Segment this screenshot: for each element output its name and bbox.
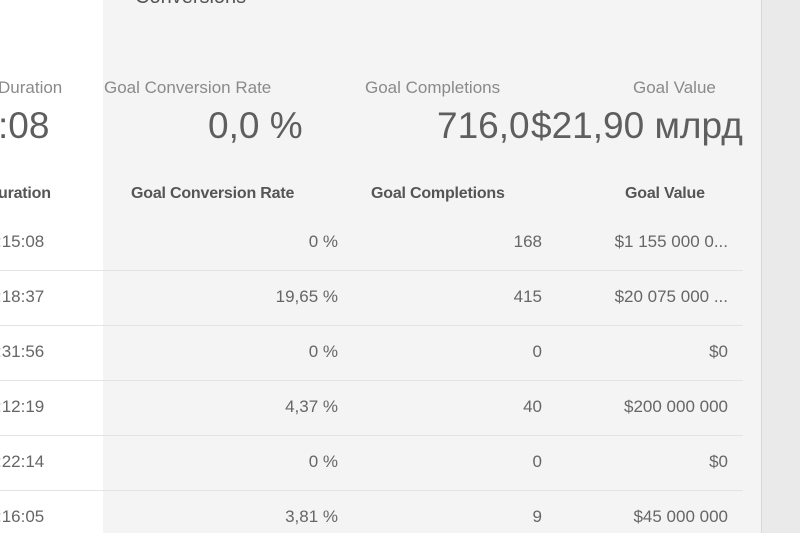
- summary-label-goal-value: Goal Value: [633, 78, 716, 97]
- cell-goal-conversion-rate: 3,81 %: [285, 507, 338, 526]
- cell-goal-conversion-rate: 0 %: [308, 452, 338, 471]
- cell-duration: :18:37: [0, 287, 45, 306]
- summary-label-duration: Duration: [0, 78, 63, 97]
- cell-goal-value: $0: [709, 452, 728, 471]
- cell-goal-conversion-rate: 0 %: [308, 232, 338, 251]
- section-title: Conversions: [135, 0, 246, 9]
- cell-goal-completions: 9: [532, 507, 542, 526]
- column-header-goal-completions[interactable]: Goal Completions: [371, 185, 505, 202]
- cell-goal-value: $200 000 000: [624, 397, 728, 416]
- table-row[interactable]: :15:08 0 % 168 $1 155 000 0...: [0, 216, 743, 271]
- cell-duration: :16:05: [0, 507, 45, 526]
- cell-duration: :12:19: [0, 397, 45, 416]
- cell-goal-conversion-rate: 0 %: [308, 342, 338, 361]
- cell-goal-conversion-rate: 19,65 %: [275, 287, 338, 306]
- cell-goal-completions: 0: [532, 342, 542, 361]
- cell-goal-value: $20 075 000 ...: [614, 287, 728, 306]
- cell-goal-conversion-rate: 4,37 %: [285, 397, 338, 416]
- cell-duration: :22:14: [0, 452, 45, 471]
- summary-value-goal-completions: 716,0: [437, 105, 530, 146]
- cell-goal-completions: 415: [513, 287, 542, 306]
- cell-goal-value: $0: [709, 342, 728, 361]
- table-row[interactable]: :16:05 3,81 % 9 $45 000 000: [0, 491, 743, 546]
- conversions-panel: [103, 0, 761, 533]
- cell-duration: :31:56: [0, 342, 45, 361]
- column-header-goal-value[interactable]: Goal Value: [625, 185, 705, 202]
- cell-goal-completions: 0: [532, 452, 542, 471]
- summary-value-goal-value: $21,90 млрд: [531, 105, 743, 146]
- cell-goal-completions: 168: [513, 232, 542, 251]
- table-row[interactable]: :31:56 0 % 0 $0: [0, 326, 743, 381]
- cell-goal-value: $45 000 000: [633, 507, 728, 526]
- table-row[interactable]: :22:14 0 % 0 $0: [0, 436, 743, 491]
- summary-label-goal-completions: Goal Completions: [365, 78, 501, 97]
- summary-value-duration: :08: [0, 105, 50, 146]
- summary-value-goal-conversion-rate: 0,0 %: [208, 105, 303, 146]
- cell-goal-value: $1 155 000 0...: [614, 232, 728, 251]
- summary-label-goal-conversion-rate: Goal Conversion Rate: [104, 78, 272, 97]
- cell-goal-completions: 40: [523, 397, 542, 416]
- column-header-duration[interactable]: uration: [0, 185, 51, 202]
- table-row[interactable]: :18:37 19,65 % 415 $20 075 000 ...: [0, 271, 743, 326]
- table-row[interactable]: :12:19 4,37 % 40 $200 000 000: [0, 381, 743, 436]
- cell-duration: :15:08: [0, 232, 45, 251]
- right-scroll-strip[interactable]: [761, 0, 800, 533]
- column-header-goal-conversion-rate[interactable]: Goal Conversion Rate: [131, 185, 295, 202]
